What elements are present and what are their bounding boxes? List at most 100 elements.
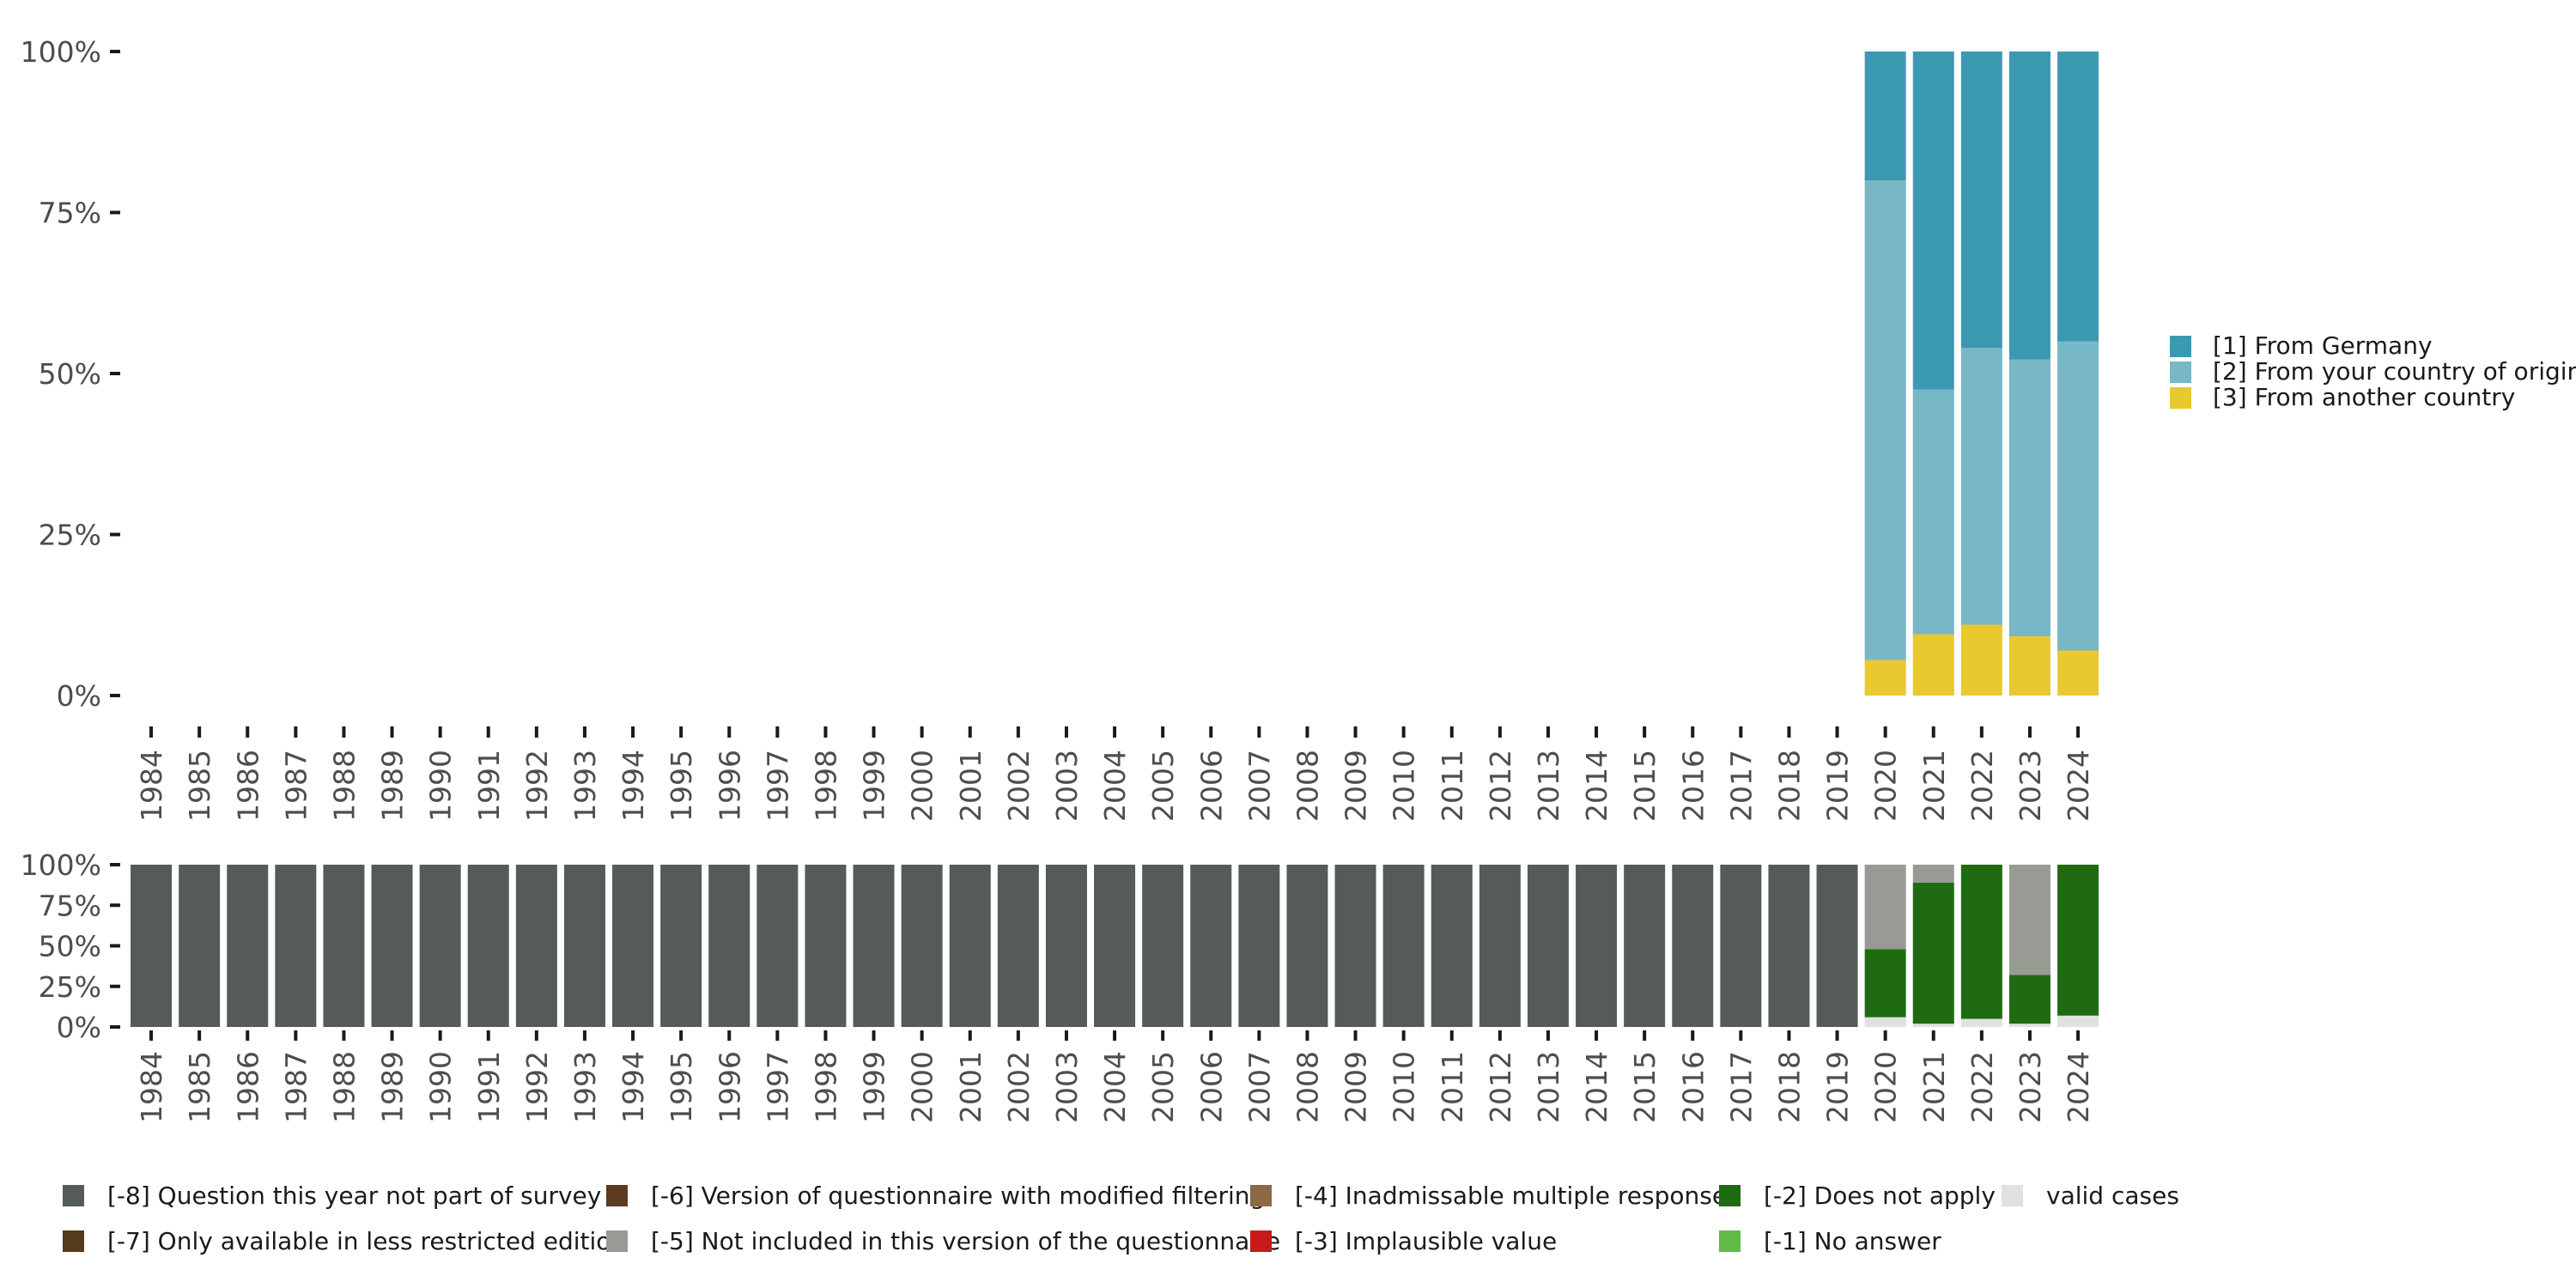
top-x-tick-label: 1992 — [520, 750, 554, 822]
legend-key-swatch — [2002, 1185, 2023, 1206]
legend-key-swatch — [63, 1185, 84, 1206]
bar-2013--8-question-this-year-not-part-of-survey — [1527, 865, 1569, 1027]
top-x-tick-label: 2013 — [1532, 750, 1565, 822]
bottom-x-tick-label: 2007 — [1242, 1051, 1276, 1123]
top-legend: [1] From Germany[2] From your country of… — [2170, 331, 2576, 411]
bottom-x-tick-label: 2020 — [1869, 1051, 1903, 1123]
bar-1985--8-question-this-year-not-part-of-survey — [179, 865, 221, 1027]
top-x-tick-label: 1993 — [568, 750, 602, 822]
top-x-tick-label: 2009 — [1340, 750, 1373, 822]
bar-2010--8-question-this-year-not-part-of-survey — [1382, 865, 1425, 1027]
bottom-x-tick-label: 2024 — [2062, 1051, 2095, 1123]
bar-1999--8-question-this-year-not-part-of-survey — [853, 865, 895, 1027]
bar-2024--2-from-your-country-of-origin — [2057, 341, 2099, 651]
legend-key-swatch — [2170, 361, 2191, 383]
legend-key-swatch — [1719, 1230, 1741, 1252]
bar-2020--2-does-not-apply — [1864, 949, 1906, 1018]
legend-key-swatch — [1719, 1185, 1741, 1206]
top-x-tick-label: 2001 — [954, 750, 987, 822]
bar-1993--8-question-this-year-not-part-of-survey — [563, 865, 605, 1027]
bottom-y-tick-label: 25% — [39, 970, 101, 1004]
bottom-x-tick-label: 1997 — [761, 1051, 794, 1123]
legend-key-swatch — [1250, 1230, 1272, 1252]
top-x-tick-label: 2015 — [1628, 750, 1662, 822]
bar-2023-valid-cases — [2008, 1024, 2050, 1027]
top-x-tick-label: 1985 — [183, 750, 216, 822]
top-y-tick-label: 100% — [21, 35, 101, 69]
bottom-x-tick-label: 1999 — [858, 1051, 891, 1123]
bottom-x-tick-label: 1990 — [424, 1051, 458, 1123]
bar-2023--3-from-another-country — [2008, 636, 2050, 696]
bar-1986--8-question-this-year-not-part-of-survey — [227, 865, 269, 1027]
bottom-x-tick-label: 2015 — [1628, 1051, 1662, 1123]
top-x-tick-label: 2018 — [1772, 750, 1806, 822]
bar-1996--8-question-this-year-not-part-of-survey — [708, 865, 750, 1027]
bottom-x-tick-label: 2003 — [1050, 1051, 1084, 1123]
bar-2016--8-question-this-year-not-part-of-survey — [1672, 865, 1714, 1027]
top-x-tick-label: 1998 — [809, 750, 842, 822]
top-x-tick-label: 2016 — [1676, 750, 1710, 822]
top-x-tick-label: 2022 — [1965, 750, 1999, 822]
legend-label: [-7] Only available in less restricted e… — [107, 1227, 626, 1255]
legend-key-swatch — [606, 1185, 628, 1206]
top-x-tick-label: 2004 — [1098, 750, 1132, 822]
bottom-x-tick-label: 1994 — [617, 1051, 650, 1123]
legend-label: [1] From Germany — [2213, 331, 2433, 360]
bottom-x-tick-label: 2014 — [1580, 1051, 1613, 1123]
bottom-x-tick-label: 1995 — [665, 1051, 698, 1123]
top-panel: 0% 25% 50% 75% 100% 1984 1985 1986 1987 1988 1989 1… — [21, 35, 2099, 822]
top-x-tick-label: 2012 — [1484, 750, 1517, 822]
bar-2023--2-does-not-apply — [2008, 975, 2050, 1024]
top-x-tick-label: 1999 — [858, 750, 891, 822]
bottom-x-tick-label: 2023 — [2014, 1051, 2047, 1123]
top-x-tick-label: 1994 — [617, 750, 650, 822]
bottom-x-tick-label: 2018 — [1772, 1051, 1806, 1123]
bar-2022--1-from-germany — [1960, 52, 2002, 348]
bar-2023--5-not-included-in-this-version-of-the-questionnaire — [2008, 865, 2050, 975]
legend-label: [-6] Version of questionnaire with modif… — [651, 1182, 1265, 1210]
top-x-tick-label: 2000 — [906, 750, 939, 822]
bottom-x-tick-label: 2008 — [1291, 1051, 1324, 1123]
top-x-tick-label: 2014 — [1580, 750, 1613, 822]
top-x-tick-label: 1997 — [761, 750, 794, 822]
top-x-tick-label: 1996 — [713, 750, 746, 822]
bar-2009--8-question-this-year-not-part-of-survey — [1334, 865, 1376, 1027]
bar-1984--8-question-this-year-not-part-of-survey — [131, 865, 173, 1027]
top-y-tick-label: 25% — [39, 519, 101, 552]
bar-2022--3-from-another-country — [1960, 624, 2002, 696]
top-x-tick-label: 1987 — [279, 750, 313, 822]
bar-2011--8-question-this-year-not-part-of-survey — [1431, 865, 1473, 1027]
bottom-x-tick-label: 2021 — [1917, 1051, 1951, 1123]
bottom-x-tick-label: 2010 — [1388, 1051, 1421, 1123]
bottom-x-tick-label: 2016 — [1676, 1051, 1710, 1123]
bar-2019--8-question-this-year-not-part-of-survey — [1816, 865, 1858, 1027]
bottom-x-tick-label: 1989 — [376, 1051, 410, 1123]
bottom-y-tick-label: 0% — [57, 1011, 101, 1044]
bar-1990--8-question-this-year-not-part-of-survey — [419, 865, 461, 1027]
bar-2017--8-question-this-year-not-part-of-survey — [1720, 865, 1762, 1027]
legend-label: valid cases — [2046, 1182, 2179, 1210]
legend-key-swatch — [606, 1230, 628, 1252]
bottom-x-tick-label: 1986 — [231, 1051, 264, 1123]
top-x-tick-label: 2024 — [2062, 750, 2095, 822]
bar-2021--2-does-not-apply — [1912, 882, 1954, 1024]
legend-key-swatch — [1250, 1185, 1272, 1206]
bottom-x-tick-label: 2019 — [1821, 1051, 1855, 1123]
top-y-tick-label: 0% — [57, 679, 101, 713]
bottom-x-tick-label: 2006 — [1194, 1051, 1228, 1123]
bottom-x-tick-label: 1987 — [279, 1051, 313, 1123]
bottom-x-tick-label: 2004 — [1098, 1051, 1132, 1123]
bottom-x-tick-label: 1992 — [520, 1051, 554, 1123]
top-x-tick-label: 1990 — [424, 750, 458, 822]
bottom-x-tick-label: 2011 — [1436, 1051, 1469, 1123]
bottom-x-tick-label: 2017 — [1724, 1051, 1758, 1123]
top-x-tick-label: 2023 — [2014, 750, 2047, 822]
top-x-tick-label: 2005 — [1146, 750, 1180, 822]
bottom-x-tick-label: 2012 — [1484, 1051, 1517, 1123]
bottom-x-tick-label: 1984 — [135, 1051, 168, 1123]
bar-2022-valid-cases — [1960, 1018, 2002, 1027]
top-x-tick-label: 2006 — [1194, 750, 1228, 822]
bar-2020-valid-cases — [1864, 1017, 1906, 1027]
bar-2023--1-from-germany — [2008, 52, 2050, 360]
